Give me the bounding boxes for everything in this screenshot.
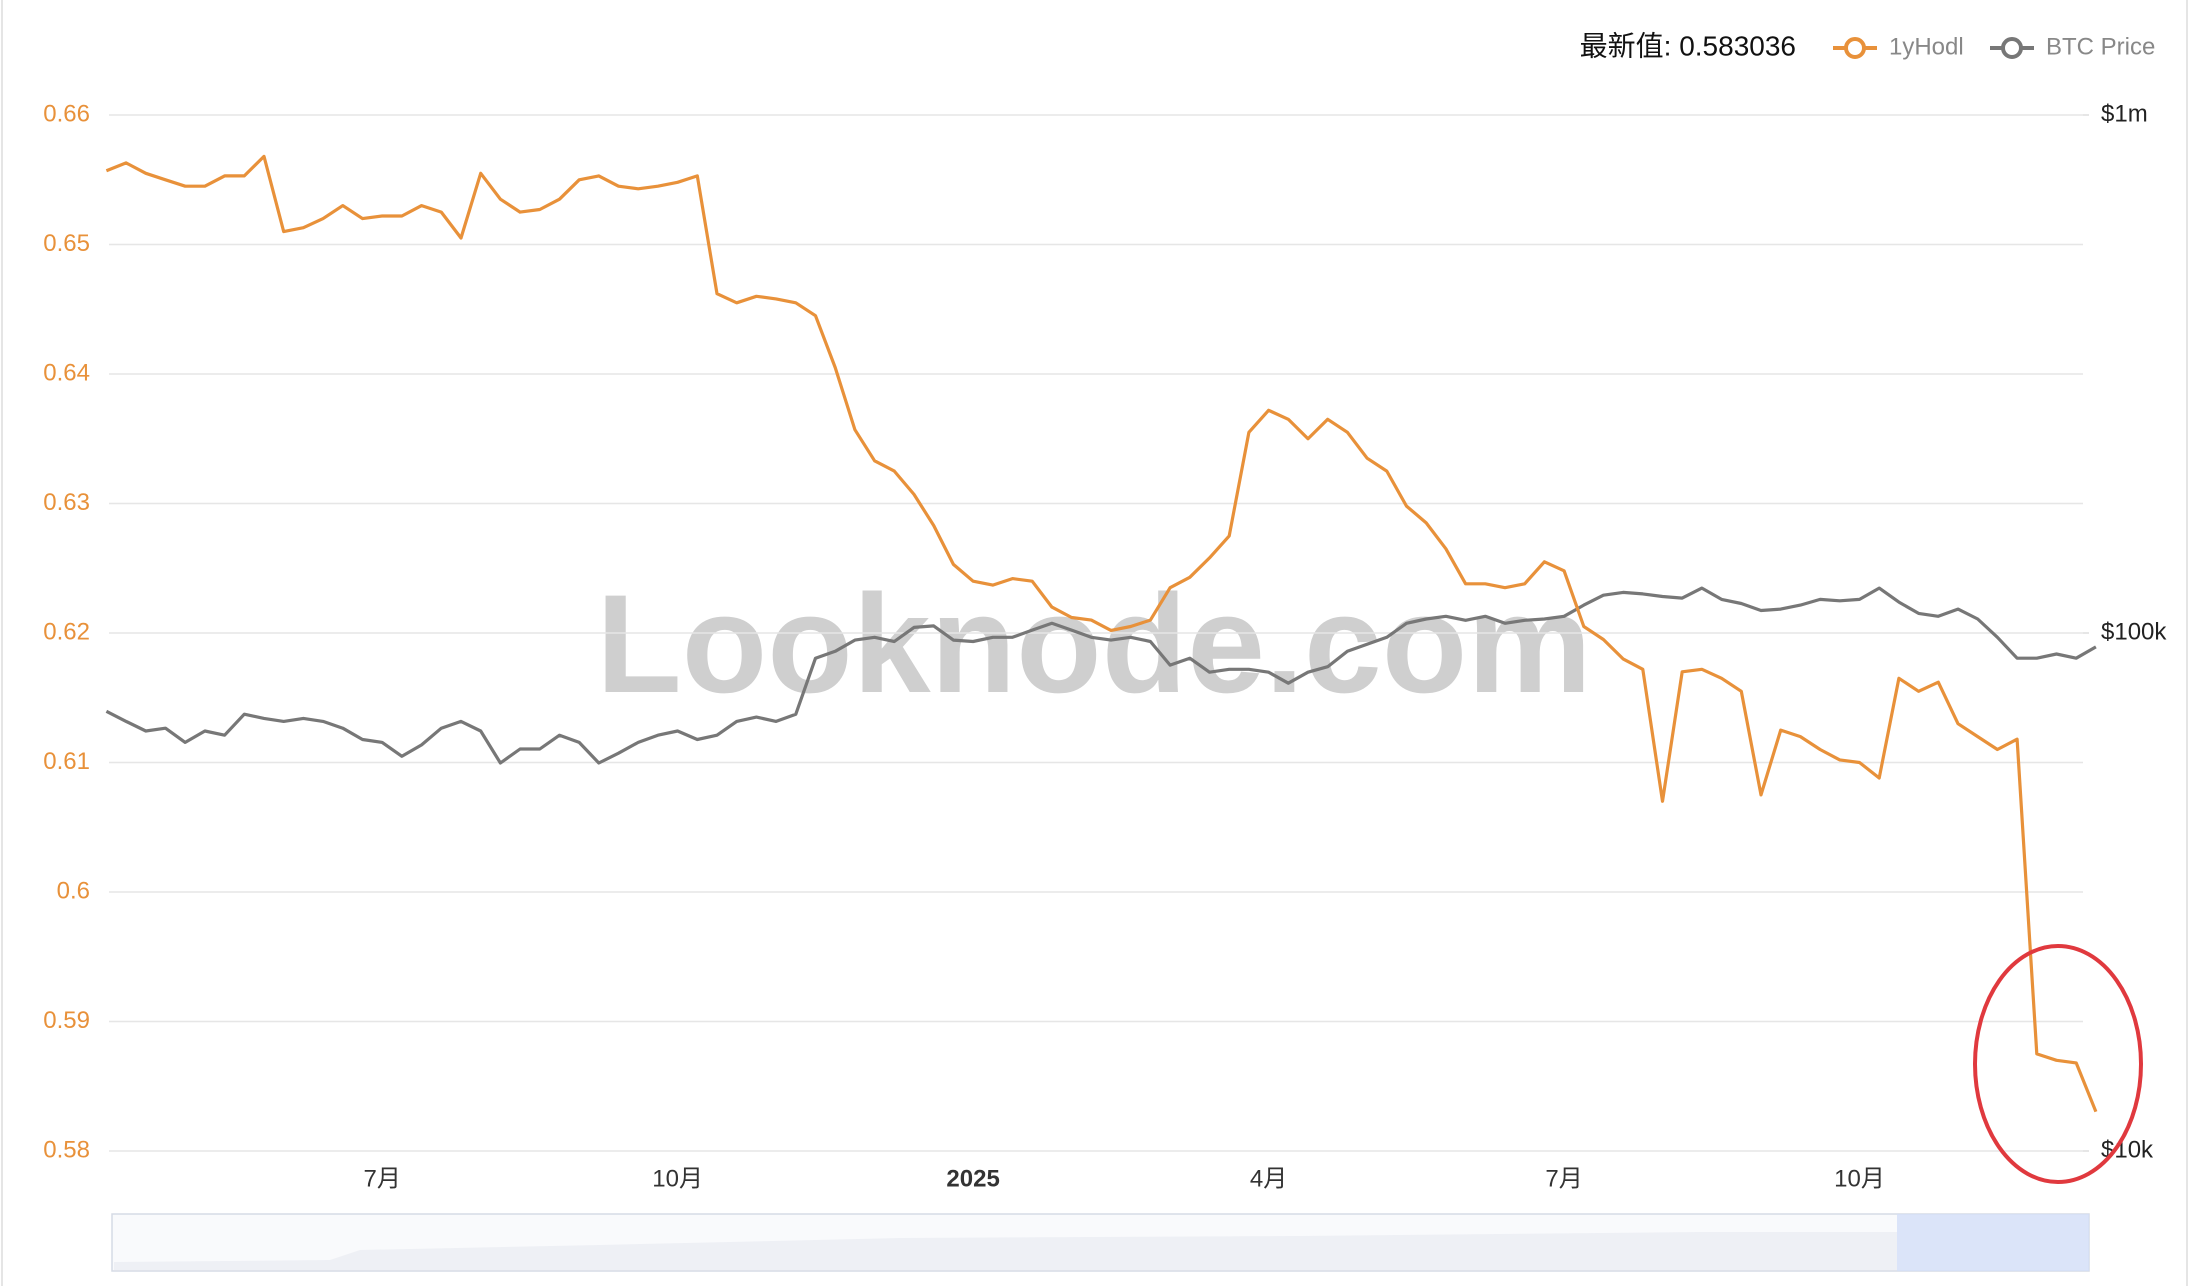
x-tick-label: 7月: [1545, 1165, 1582, 1192]
zoom-preview: [114, 1232, 1897, 1270]
y2-tick-label: $100k: [2101, 618, 2167, 645]
y-tick-label: 0.64: [43, 359, 90, 386]
legend-marker: [2001, 37, 2023, 59]
x-tick-label: 7月: [363, 1165, 400, 1192]
y-tick-label: 0.59: [43, 1007, 90, 1034]
y-tick-label: 0.66: [43, 100, 90, 127]
x-tick-label: 2025: [946, 1165, 999, 1192]
y-tick-label: 0.63: [43, 489, 90, 516]
highlight-circle: [1973, 944, 2143, 1184]
y-tick-label: 0.58: [43, 1136, 90, 1163]
watermark: Looknode.com: [596, 565, 1592, 722]
y2-tick-label: $1m: [2101, 100, 2148, 127]
zoom-window[interactable]: [1897, 1214, 2089, 1271]
y-tick-label: 0.62: [43, 618, 90, 645]
series-line: [105, 154, 2098, 1113]
x-tick-label: 10月: [652, 1165, 703, 1192]
y-tick-label: 0.61: [43, 748, 90, 775]
y-tick-label: 0.65: [43, 230, 90, 257]
y-tick-label: 0.6: [57, 877, 90, 904]
latest-value: 最新值: 0.583036: [1580, 30, 1796, 61]
legend-label: BTC Price: [2046, 33, 2155, 60]
series-line: [105, 586, 2097, 765]
x-tick-label: 4月: [1250, 1165, 1287, 1192]
x-tick-label: 10月: [1834, 1165, 1885, 1192]
legend-label: 1yHodl: [1889, 33, 1964, 60]
legend-marker: [1844, 37, 1866, 59]
